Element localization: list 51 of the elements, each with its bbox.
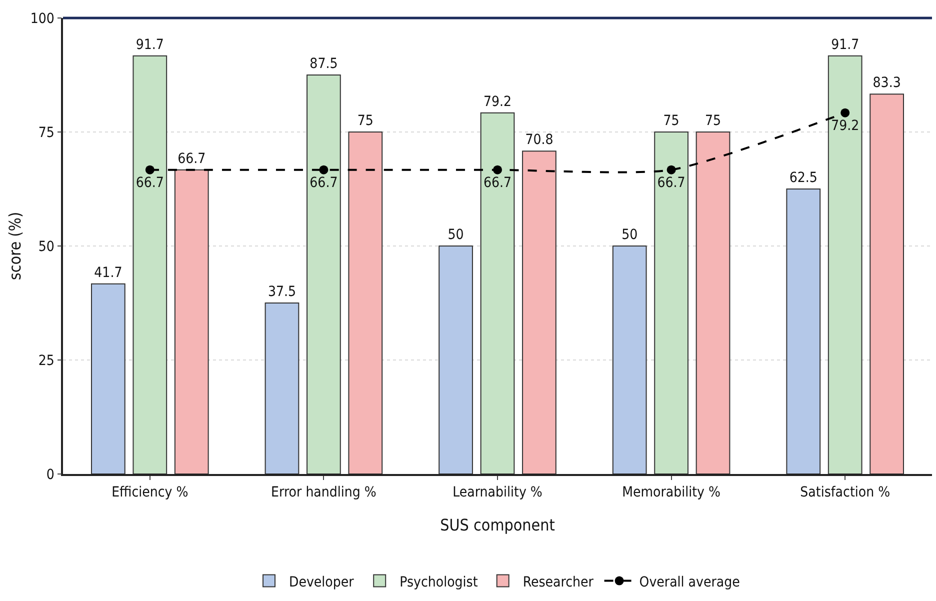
legend-label: Researcher xyxy=(522,574,594,590)
data-label: 37.5 xyxy=(268,284,296,300)
x-tick-label: Efficiency % xyxy=(112,484,188,501)
x-tick-label: Error handling % xyxy=(271,484,376,501)
bar xyxy=(174,169,209,474)
x-tick-label: Memorability % xyxy=(622,484,720,501)
bar xyxy=(438,246,473,474)
legend-label: Developer xyxy=(289,574,355,590)
bar xyxy=(348,132,383,474)
data-label: 83.3 xyxy=(872,75,901,92)
bar xyxy=(91,283,126,474)
data-label: 66.7 xyxy=(310,174,338,191)
data-label: 75 xyxy=(357,113,374,129)
data-label: 79.2 xyxy=(483,94,512,110)
legend-label: Psychologist xyxy=(400,574,478,590)
data-label: 66.7 xyxy=(483,174,512,191)
bar xyxy=(612,246,647,474)
data-label: 66.7 xyxy=(657,174,686,191)
data-label: 66.7 xyxy=(136,174,164,191)
data-label: 75 xyxy=(663,113,680,129)
y-tick-label: 0 xyxy=(46,466,54,483)
bar xyxy=(870,94,904,474)
data-label: 79.2 xyxy=(831,118,860,134)
data-label: 70.8 xyxy=(525,132,554,148)
data-label: 66.7 xyxy=(178,150,206,167)
bar xyxy=(828,55,862,474)
data-label: 75 xyxy=(705,113,722,129)
data-label: 62.5 xyxy=(789,170,818,186)
bar xyxy=(654,132,688,474)
y-tick-label: 50 xyxy=(38,238,54,255)
data-label: 41.7 xyxy=(94,264,122,281)
data-label: 87.5 xyxy=(310,56,338,72)
x-tick-label: Learnability % xyxy=(452,484,542,501)
data-label: 91.7 xyxy=(831,36,860,53)
bar xyxy=(132,55,168,474)
bar xyxy=(786,188,821,474)
bar xyxy=(696,132,730,474)
x-axis-title: SUS component xyxy=(440,516,556,535)
x-tick-label: Satisfaction % xyxy=(800,484,890,501)
legend-label: Overall average xyxy=(639,574,740,590)
y-tick-label: 100 xyxy=(30,10,54,27)
y-tick-label: 25 xyxy=(38,352,54,369)
y-tick-label: 75 xyxy=(38,124,54,141)
data-label: 50 xyxy=(622,227,638,243)
y-axis-title: score (%) xyxy=(6,212,24,280)
bar xyxy=(480,112,515,474)
bar xyxy=(306,74,341,474)
bar xyxy=(522,150,556,474)
data-label: 50 xyxy=(448,227,464,243)
data-label: 91.7 xyxy=(136,36,164,53)
bar xyxy=(264,302,300,474)
